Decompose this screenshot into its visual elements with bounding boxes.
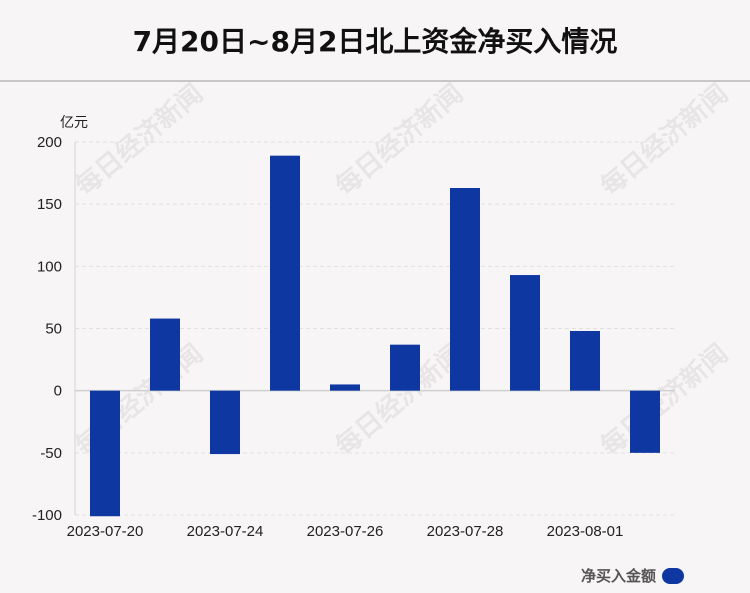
bar [210,390,240,455]
bar [510,275,540,391]
y-tick-label: 50 [45,321,62,338]
y-axis-unit: 亿元 [60,115,88,131]
legend-swatch [662,567,684,584]
axis-layer: 200 150 100 50 0 -50 -100 2023-07-20 2023-07-24 2… [32,134,623,540]
bar [330,384,360,391]
bar [390,344,420,391]
bar [270,155,300,391]
y-tick-label: 100 [37,258,62,275]
bar [570,330,600,391]
x-tick-label: 2023-08-01 [547,523,624,540]
y-tick-label: 150 [37,196,62,213]
x-tick-label: 2023-07-20 [67,523,144,540]
bar [150,318,180,391]
y-tick-label: -50 [40,445,62,462]
legend: 净买入金额 [581,565,684,586]
legend-label: 净买入金额 [580,567,656,585]
title-divider [0,80,750,82]
bar-layer [90,155,660,517]
y-tick-label: -100 [32,507,62,524]
bar [90,390,120,517]
x-tick-label: 2023-07-26 [307,523,384,540]
chart-title: 7月20日~8月2日北上资金净买入情况 [132,25,618,58]
x-tick-label: 2023-07-24 [187,523,264,540]
y-tick-label: 200 [37,134,62,151]
bar [450,188,480,391]
x-tick-label: 2023-07-28 [427,523,504,540]
y-tick-label: 0 [54,383,62,400]
bar [630,390,660,453]
